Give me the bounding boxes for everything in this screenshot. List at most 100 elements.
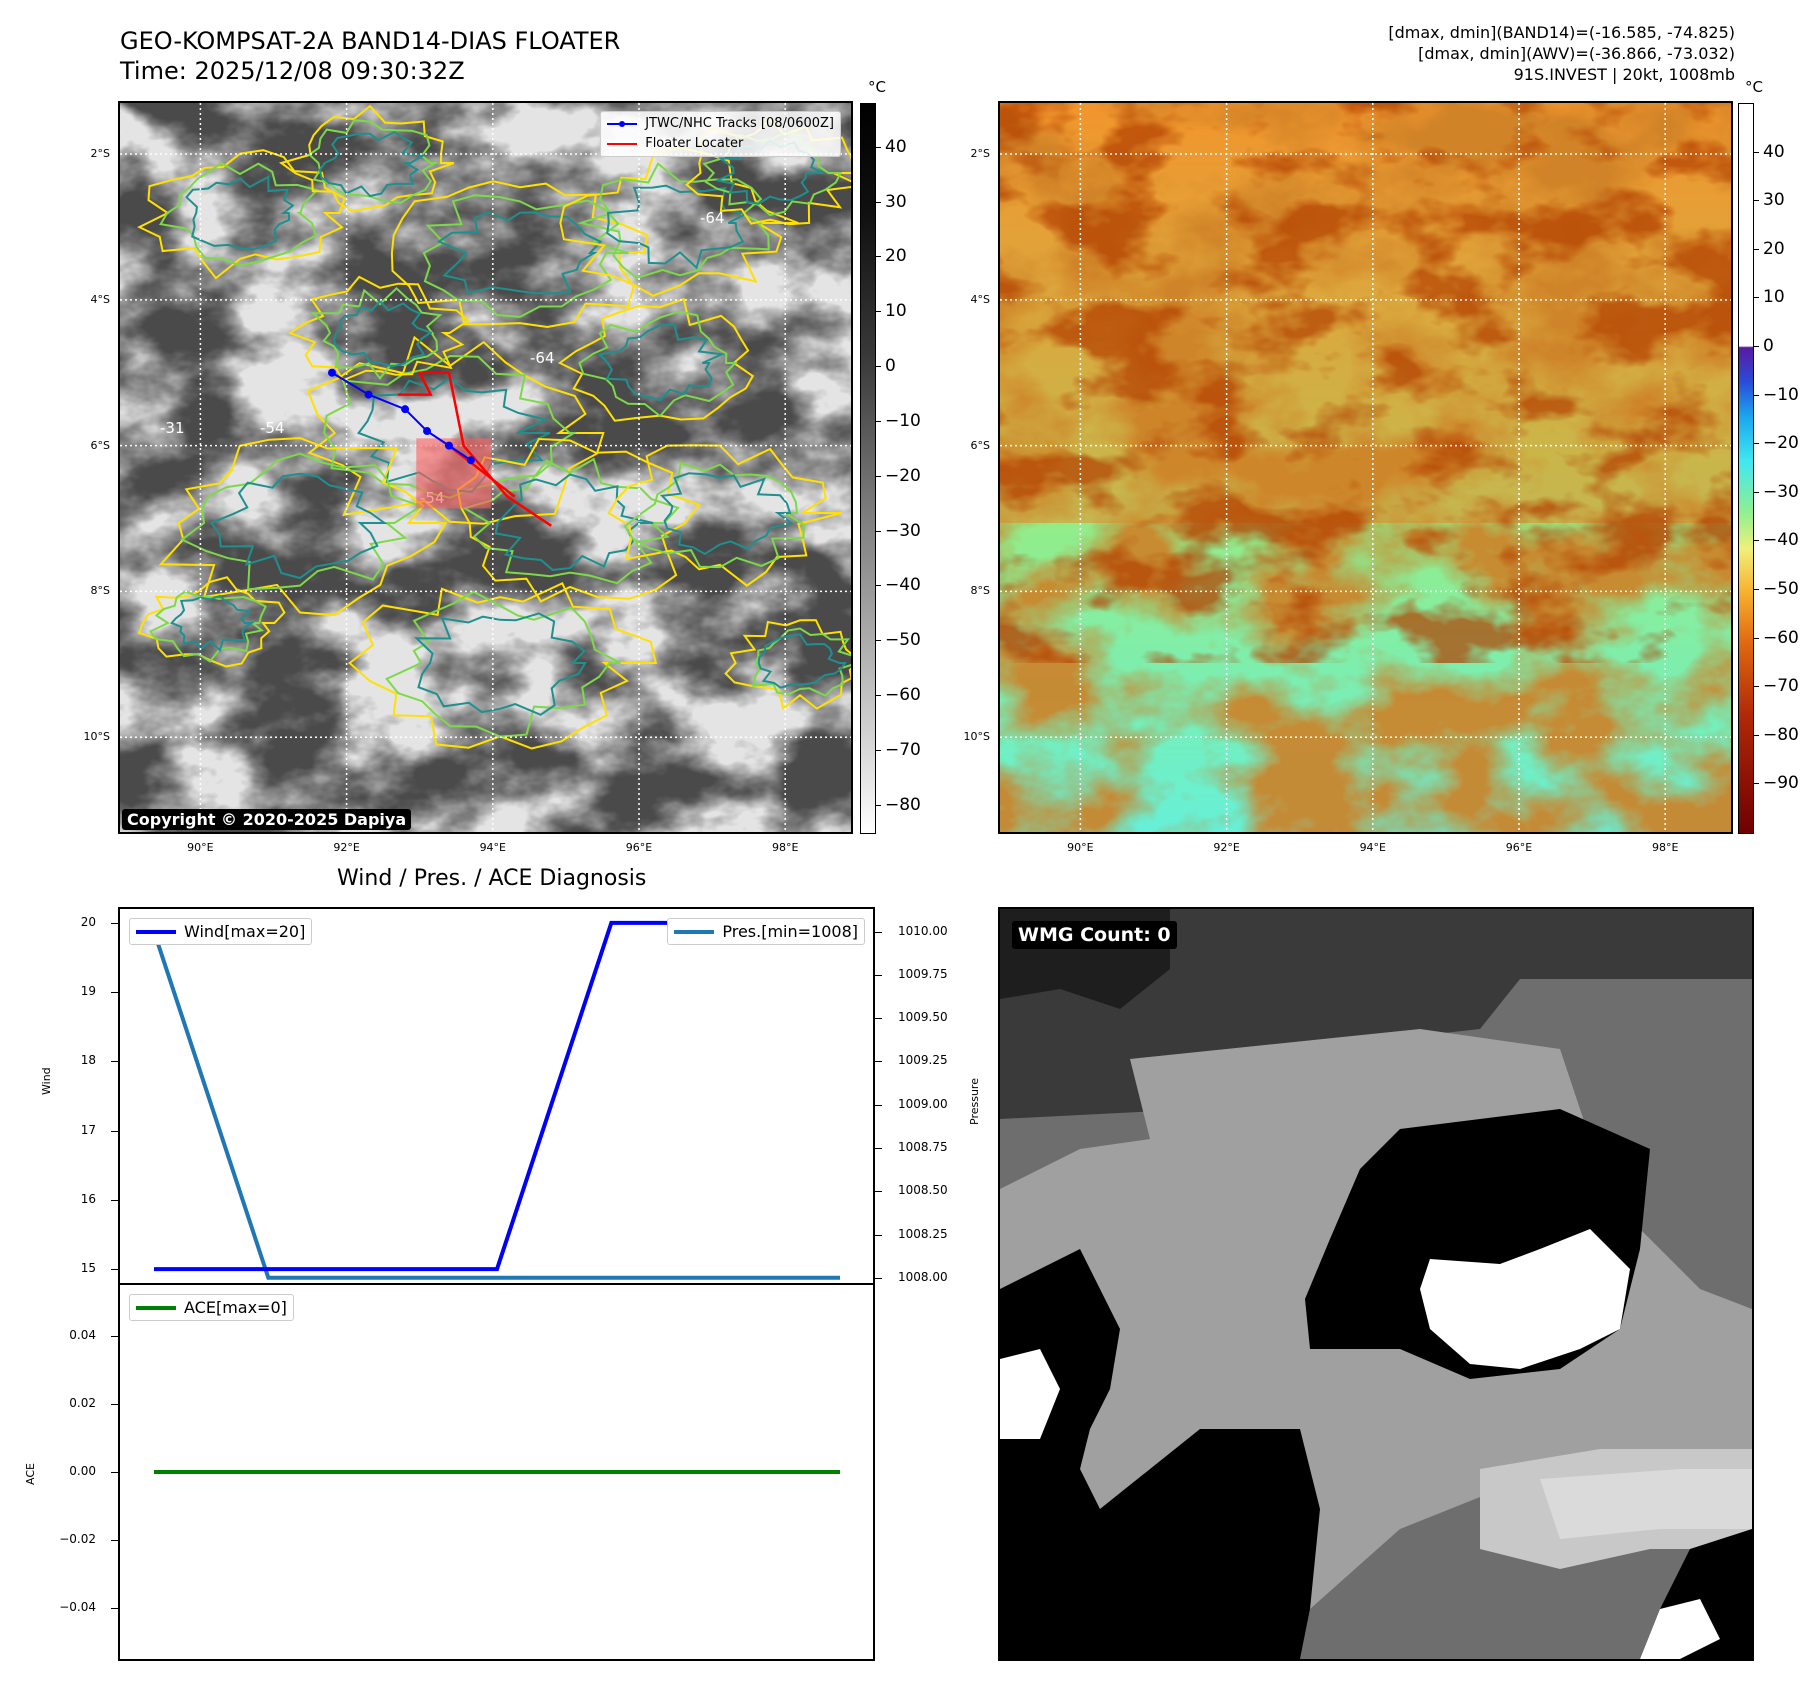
contour-line bbox=[170, 594, 255, 652]
wind-tick-label: 18 bbox=[80, 1053, 96, 1068]
legend-item-floater: Floater Locater bbox=[607, 134, 834, 154]
lon-tick-label: 94°E bbox=[1359, 841, 1387, 854]
contour-line bbox=[185, 175, 295, 251]
colorbar-tick-label: −60 bbox=[885, 684, 921, 705]
colorbar-tick-label: 0 bbox=[885, 356, 896, 377]
pressure-tick-label: 1009.00 bbox=[898, 1096, 948, 1111]
colorbar-tick-mark bbox=[1754, 200, 1759, 202]
colorbar-tick-mark bbox=[876, 804, 881, 806]
pressure-tick-label: 1008.00 bbox=[898, 1269, 948, 1284]
pressure-tick-label: 1008.50 bbox=[898, 1183, 948, 1198]
colorbar-tick-label: −80 bbox=[885, 794, 921, 815]
colorbar-tick-label: −60 bbox=[1763, 627, 1799, 648]
contour-line bbox=[597, 323, 726, 402]
lon-tick-label: 98°E bbox=[1651, 841, 1679, 854]
storm-track-point bbox=[444, 441, 453, 450]
info-band14: [dmax, dmin](BAND14)=(-16.585, -74.825) bbox=[1388, 23, 1735, 42]
contour-line bbox=[390, 180, 649, 329]
wind-tick-mark bbox=[111, 1269, 118, 1271]
ace-tick-label: 0.04 bbox=[69, 1328, 96, 1342]
colorbar-tick-mark bbox=[876, 256, 881, 258]
colorbar-tick-mark bbox=[1754, 589, 1759, 590]
wmg-image bbox=[1000, 909, 1752, 1659]
colorbar-tick-mark bbox=[1754, 637, 1759, 639]
wmg-count-badge: WMG Count: 0 bbox=[1012, 921, 1177, 949]
legend-floater-label: Floater Locater bbox=[645, 136, 744, 151]
ace-tick-label: 0.02 bbox=[69, 1396, 96, 1410]
contour-line bbox=[348, 581, 658, 750]
colorbar-tick-mark bbox=[1754, 394, 1759, 396]
contour-line bbox=[557, 297, 755, 422]
contour-line bbox=[577, 162, 770, 280]
ace-panel: ACE[max=0] bbox=[118, 1283, 875, 1661]
contour-label: -64 bbox=[700, 209, 725, 227]
colorbar-tick-label: 10 bbox=[1763, 287, 1785, 308]
colorbar-tick-label: −10 bbox=[1763, 384, 1799, 405]
pressure-tick-mark bbox=[875, 1191, 882, 1193]
contour-line bbox=[158, 437, 448, 617]
lon-tick-label: 90°E bbox=[1067, 841, 1094, 854]
wind-tick-label: 20 bbox=[80, 914, 96, 929]
ace-legend-label: ACE[max=0] bbox=[184, 1298, 287, 1317]
pres-legend: Pres.[min=1008] bbox=[667, 918, 865, 945]
lon-tick-label: 92°E bbox=[333, 841, 360, 854]
colorbar-tick-mark bbox=[876, 475, 881, 477]
pressure-tick-label: 1009.75 bbox=[898, 966, 948, 981]
ir-map-panel: -54-64-31-64-54 JTWC/NHC Tracks [08/0600… bbox=[118, 101, 853, 834]
lat-tick-label: 8°S bbox=[90, 584, 110, 598]
colorbar-tick-mark bbox=[876, 694, 881, 696]
colorbar-tick-mark bbox=[1754, 734, 1759, 736]
legend-tracks-label: JTWC/NHC Tracks [08/0600Z] bbox=[645, 116, 834, 131]
copyright-badge: Copyright © 2020-2025 Dapiya bbox=[122, 809, 412, 830]
pressure-series-line bbox=[152, 930, 840, 1280]
colorbar-tick-mark bbox=[1754, 443, 1759, 445]
wind-tick-mark bbox=[111, 1199, 118, 1201]
colorbar-tick-label: −50 bbox=[1763, 579, 1799, 599]
colorbar-tick-mark bbox=[1754, 686, 1759, 688]
colorbar-tick-mark bbox=[1754, 783, 1759, 785]
wind-pressure-chart bbox=[152, 920, 840, 1280]
pres-line-icon bbox=[674, 929, 715, 934]
colorbar-tick-label: −30 bbox=[885, 520, 921, 541]
colorbar-tick-label: −30 bbox=[1763, 481, 1799, 502]
lat-tick-label: 10°S bbox=[963, 730, 990, 744]
contour-label: -31 bbox=[160, 419, 185, 437]
contour-line bbox=[137, 576, 286, 668]
contour-line bbox=[456, 437, 701, 603]
wmg-panel: WMG Count: 0 bbox=[998, 907, 1754, 1661]
wind-tick-mark bbox=[111, 1130, 118, 1132]
contour-line bbox=[724, 619, 851, 711]
storm-track-point bbox=[327, 368, 336, 377]
ace-tick-label: 0.00 bbox=[69, 1464, 96, 1478]
awv-colorbar bbox=[1738, 103, 1754, 834]
colorbar-tick-label: 20 bbox=[885, 246, 907, 267]
lon-tick-label: 94°E bbox=[479, 841, 507, 854]
lat-tick-label: 6°S bbox=[970, 438, 990, 452]
wind-tick-label: 17 bbox=[80, 1122, 96, 1137]
contour-line bbox=[422, 194, 629, 318]
contour-line bbox=[559, 146, 799, 297]
ace-tick-mark bbox=[111, 1472, 118, 1473]
colorbar-tick-mark bbox=[876, 585, 881, 587]
pressure-tick-label: 1009.25 bbox=[898, 1053, 948, 1068]
colorbar-tick-mark bbox=[1754, 248, 1759, 250]
contour-line bbox=[149, 590, 267, 663]
pressure-tick-label: 1010.00 bbox=[898, 923, 948, 938]
colorbar-tick-label: −90 bbox=[1763, 773, 1799, 794]
wind-legend-label: Wind[max=20] bbox=[184, 922, 306, 941]
wind-series-line bbox=[154, 920, 840, 1272]
colorbar-tick-label: −50 bbox=[885, 630, 921, 651]
contour-line bbox=[310, 287, 443, 380]
wind-tick-mark bbox=[111, 922, 118, 924]
storm-track-point bbox=[466, 456, 475, 465]
awv-map-image bbox=[1000, 103, 1731, 832]
pressure-tick-label: 1009.50 bbox=[898, 1010, 948, 1025]
pressure-tick-mark bbox=[875, 974, 882, 976]
colorbar-tick-label: −20 bbox=[1763, 433, 1799, 454]
awv-map-panel bbox=[998, 101, 1733, 834]
pressure-tick-mark bbox=[875, 1147, 882, 1149]
track-line-icon bbox=[607, 121, 638, 127]
colorbar-tick-mark bbox=[1754, 151, 1759, 153]
storm-track-point bbox=[401, 405, 410, 414]
colorbar-tick-label: 40 bbox=[885, 136, 907, 157]
